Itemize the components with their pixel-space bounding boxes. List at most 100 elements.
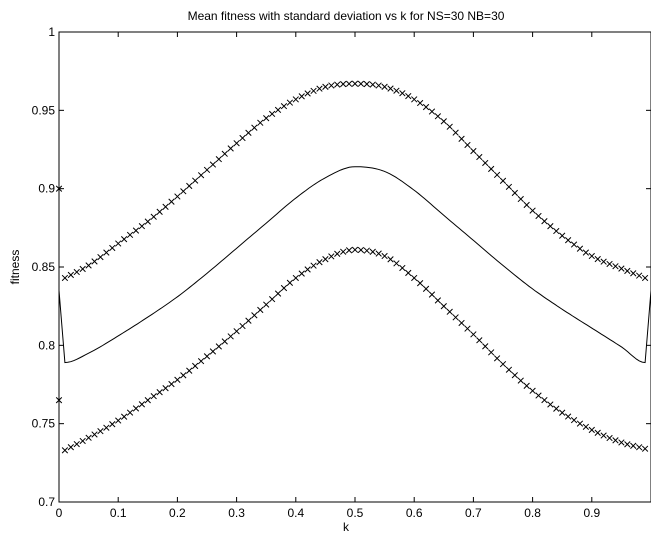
series-2-marker (351, 246, 359, 253)
series-2-marker (61, 447, 69, 454)
series-1-marker (564, 237, 572, 244)
series-2-marker (263, 301, 270, 308)
series-1-marker (553, 227, 560, 235)
series-1-marker (476, 153, 483, 161)
series-1-marker (493, 171, 501, 179)
series-2-marker (334, 250, 341, 257)
series-1-marker (150, 213, 157, 220)
series-2-marker (233, 328, 240, 335)
series-2-marker (73, 440, 80, 448)
series-1-marker (547, 223, 554, 230)
series-1-marker (292, 96, 299, 103)
series-1-marker (499, 177, 507, 184)
series-2-marker (464, 325, 471, 332)
series-2-marker (109, 421, 116, 428)
series-1-marker (286, 99, 294, 106)
series-2-marker (286, 279, 294, 286)
series-1-marker (310, 87, 317, 95)
y-tick-label: 0.95 (32, 103, 56, 117)
series-2-marker (446, 308, 453, 315)
x-tick-label: 0.9 (583, 506, 600, 520)
series-1-marker (600, 258, 607, 265)
series-1-marker (280, 102, 288, 110)
series-2-marker (588, 426, 595, 434)
series-1-marker (351, 80, 359, 87)
series-1-marker (215, 155, 222, 163)
series-2-marker (547, 401, 554, 408)
series-1-marker (186, 182, 193, 190)
series-1-marker (209, 161, 217, 168)
series-1-marker (91, 258, 98, 265)
series-2-marker (493, 355, 501, 362)
series-2-marker (203, 353, 211, 360)
series-1-marker (582, 249, 590, 256)
series-2-marker (636, 444, 643, 451)
series-1-marker (227, 145, 234, 152)
series-1-marker (274, 106, 282, 114)
series-2-marker (541, 396, 548, 404)
series-2-marker (618, 439, 625, 446)
series-1-marker (97, 253, 104, 261)
series-2-marker (144, 397, 151, 404)
series-1-marker (641, 274, 649, 282)
series-1-marker (322, 83, 329, 90)
series-1-marker (594, 255, 601, 263)
series-1-marker (488, 165, 495, 173)
series-1-marker (541, 218, 548, 225)
series-2-marker (168, 380, 175, 388)
series-2-marker (387, 256, 394, 263)
series-2-marker (452, 314, 459, 321)
series-1-marker (416, 99, 424, 107)
series-2-marker (553, 405, 560, 412)
series-2-marker (268, 295, 276, 303)
series-2-marker (375, 250, 382, 257)
x-tick-label: 0.2 (169, 506, 186, 520)
series-1-marker (120, 236, 128, 243)
series-1-marker (559, 232, 566, 239)
series-2-marker (192, 362, 199, 370)
series-2-marker (162, 385, 169, 392)
x-tick-label: 0.4 (287, 506, 304, 520)
series-2-marker (482, 343, 489, 350)
series-2-marker (564, 413, 572, 420)
series-1-marker (523, 201, 530, 209)
series-2-marker (411, 274, 418, 282)
series-2-marker (120, 413, 128, 420)
series-1-marker (156, 208, 163, 215)
series-2-marker (97, 427, 104, 435)
series-2-marker (79, 437, 86, 445)
series-1-marker (233, 140, 240, 147)
series-1-marker (345, 80, 353, 87)
series-2-marker (115, 417, 122, 424)
series-1-marker (144, 218, 151, 225)
axis-ticks: 0 0.1 0.2 0.3 0.4 0.5 0.6 0.7 0.8 0.9 0.7 0.75 0.8 0.… (32, 25, 651, 520)
series-2-marker (381, 252, 388, 260)
series-2-marker (103, 424, 110, 431)
series-2-marker (280, 284, 288, 292)
series-2-marker (369, 248, 376, 255)
series-1-marker (316, 85, 323, 92)
series-1-marker (422, 103, 430, 111)
series-2-marker (221, 338, 228, 345)
series-2-marker (363, 247, 370, 254)
series-2-marker (316, 259, 323, 266)
series-1-marker (482, 159, 489, 167)
series-2-marker (357, 246, 365, 254)
y-tick-label: 0.8 (38, 338, 55, 352)
series-2-marker (559, 409, 566, 416)
series-1-marker (340, 80, 347, 88)
series-2-marker (428, 291, 436, 298)
series-1-marker (79, 265, 86, 273)
series-1-marker (511, 189, 518, 197)
y-tick-label: 0.9 (38, 182, 55, 196)
series-1-markers (55, 80, 649, 282)
series-2-markers (55, 246, 649, 454)
x-tick-label: 0 (56, 506, 63, 520)
series-1-marker (268, 110, 276, 118)
axes-frame (58, 31, 651, 503)
series-1-marker (452, 129, 459, 136)
series-1-marker (505, 183, 513, 191)
series-2-marker (488, 349, 495, 356)
series-1-marker (328, 82, 335, 89)
